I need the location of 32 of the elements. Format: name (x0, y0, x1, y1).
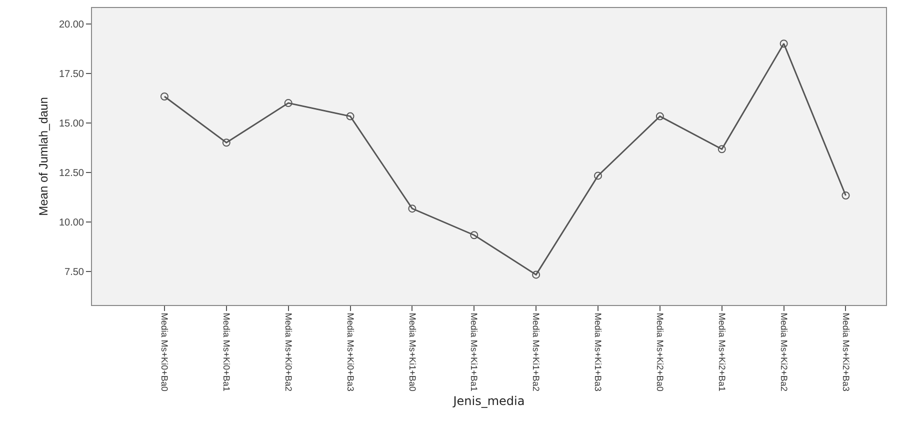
x-tick-label: Media Ms+Ki0+Ba0 (160, 312, 170, 392)
point (222, 138, 230, 147)
point (346, 112, 354, 120)
y-tick-label: 17.50 (58, 68, 84, 80)
x-tick-label: Media Ms+Ki1+Ba2 (531, 312, 542, 392)
point (408, 204, 416, 213)
point (532, 270, 540, 279)
point (594, 172, 602, 180)
x-tick-label: Media Ms+Ki1+Ba0 (407, 312, 418, 392)
point (160, 92, 168, 101)
point (780, 40, 788, 48)
point (284, 99, 292, 108)
x-tick-label: Media Ms+Ki0+Ba2 (283, 312, 294, 392)
x-tick-label: Media Ms+Ki2+Ba0 (655, 312, 666, 392)
x-axis-title: Jenis_media (452, 394, 525, 408)
x-tick-label: Media Ms+Ki0+Ba1 (221, 312, 232, 392)
y-tick-label: 10.00 (58, 217, 84, 228)
x-tick-label: Media Ms+Ki1+Ba1 (469, 312, 480, 392)
x-tick-label: Media Ms+Ki1+Ba3 (593, 312, 604, 392)
point (656, 112, 664, 120)
y-tick-label: 12.50 (58, 168, 84, 179)
x-tick-label: Media Ms+Ki0+Ba3 (345, 312, 356, 392)
y-tick-label: 20.00 (58, 19, 84, 30)
x-tick-label: Media Ms+Ki2+Ba3 (840, 312, 851, 392)
point (842, 192, 850, 200)
x-tick-label: Media Ms+Ki2+Ba2 (778, 312, 789, 392)
y-axis-title: Mean of Jumlah_daun (36, 97, 50, 216)
x-tick-label: Media Ms+Ki2+Ba1 (716, 312, 727, 392)
y-tick-label: 15.00 (58, 118, 84, 130)
point (470, 231, 478, 240)
point (718, 145, 726, 154)
y-tick-label: 7.50 (64, 266, 84, 278)
